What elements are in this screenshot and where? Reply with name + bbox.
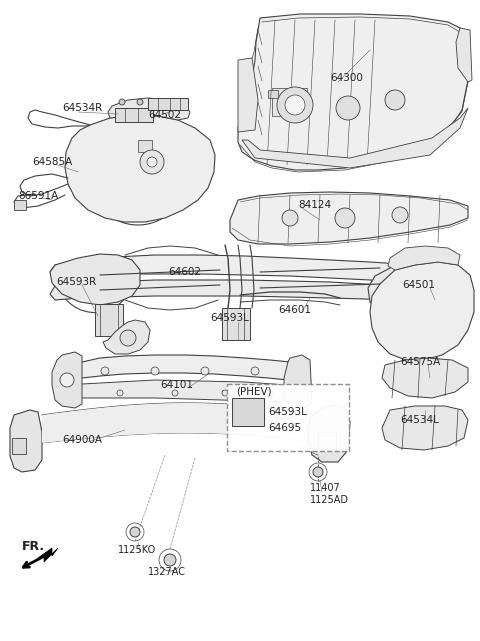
Circle shape (251, 367, 259, 375)
Circle shape (222, 390, 228, 396)
Polygon shape (382, 358, 468, 398)
Circle shape (172, 390, 178, 396)
Bar (14, 200, 26, 210)
Polygon shape (10, 410, 42, 472)
Text: 64300: 64300 (330, 73, 363, 83)
Circle shape (385, 90, 405, 110)
Bar (138, 140, 152, 152)
Circle shape (277, 87, 313, 123)
Text: 64502: 64502 (148, 110, 181, 120)
Bar (95, 304, 123, 336)
Polygon shape (42, 403, 330, 443)
Polygon shape (103, 320, 150, 354)
Circle shape (60, 373, 74, 387)
Circle shape (101, 367, 109, 375)
Circle shape (147, 157, 157, 167)
Bar (115, 108, 153, 122)
Text: 1125KO: 1125KO (118, 545, 156, 555)
Polygon shape (382, 406, 468, 450)
Polygon shape (230, 192, 468, 244)
Polygon shape (284, 355, 312, 408)
Bar (12, 438, 26, 454)
Circle shape (336, 96, 360, 120)
Text: (PHEV): (PHEV) (236, 387, 272, 397)
Polygon shape (238, 58, 258, 132)
Bar (268, 90, 278, 98)
FancyBboxPatch shape (227, 384, 349, 451)
Circle shape (285, 95, 305, 115)
Circle shape (140, 150, 164, 174)
Polygon shape (242, 108, 468, 168)
Polygon shape (50, 255, 425, 284)
Polygon shape (38, 548, 58, 562)
Polygon shape (65, 355, 300, 380)
Circle shape (282, 210, 298, 226)
Polygon shape (62, 380, 300, 402)
Text: 64534R: 64534R (62, 103, 102, 113)
Text: 64575A: 64575A (400, 357, 440, 367)
Text: 64593L: 64593L (210, 313, 249, 323)
Circle shape (201, 367, 209, 375)
Text: 1327AC: 1327AC (148, 567, 186, 577)
Text: 11407: 11407 (310, 483, 341, 493)
Text: 64900A: 64900A (62, 435, 102, 445)
Circle shape (335, 208, 355, 228)
Text: 84124: 84124 (298, 200, 331, 210)
Circle shape (267, 390, 273, 396)
Text: 64695: 64695 (268, 423, 301, 433)
Circle shape (151, 367, 159, 375)
Bar (318, 432, 336, 450)
Bar (272, 88, 307, 116)
Polygon shape (108, 98, 190, 120)
Circle shape (392, 207, 408, 223)
Circle shape (120, 330, 136, 346)
Polygon shape (388, 246, 460, 270)
Polygon shape (65, 115, 215, 222)
Circle shape (164, 554, 176, 566)
Text: 64593L: 64593L (268, 407, 307, 417)
Polygon shape (368, 264, 445, 316)
Text: 64534L: 64534L (400, 415, 439, 425)
Text: 64601: 64601 (278, 305, 311, 315)
Text: 64501: 64501 (402, 280, 435, 290)
Polygon shape (370, 262, 474, 360)
Polygon shape (50, 280, 425, 300)
Polygon shape (456, 28, 472, 82)
Polygon shape (238, 14, 468, 170)
Text: 64101: 64101 (160, 380, 193, 390)
Text: 1125AD: 1125AD (310, 495, 349, 505)
Text: 86591A: 86591A (18, 191, 58, 201)
Circle shape (137, 99, 143, 105)
Circle shape (313, 467, 323, 477)
Circle shape (130, 527, 140, 537)
Text: 64593R: 64593R (56, 277, 96, 287)
Bar (232, 398, 264, 426)
Polygon shape (52, 352, 82, 408)
Circle shape (117, 390, 123, 396)
Circle shape (119, 99, 125, 105)
Polygon shape (50, 254, 140, 305)
Polygon shape (308, 405, 350, 462)
Text: 64585A: 64585A (32, 157, 72, 167)
Text: FR.: FR. (22, 540, 45, 553)
Bar (148, 98, 188, 110)
Bar (222, 308, 250, 340)
Text: 64602: 64602 (168, 267, 201, 277)
